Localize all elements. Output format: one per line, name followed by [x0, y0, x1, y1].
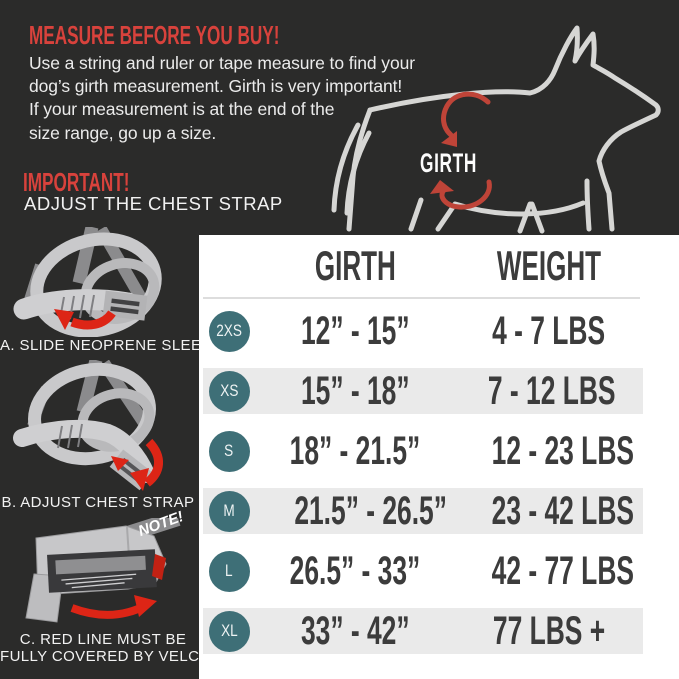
- fine-print-lines: [61, 573, 137, 589]
- cover-arrow: [70, 604, 140, 619]
- size-row-s: S 18” - 21.5” 12 - 23 LBS: [203, 421, 643, 481]
- size-badge: M: [208, 490, 250, 532]
- important-subtitle: ADJUST THE CHEST STRAP: [24, 193, 283, 214]
- measure-title: MEASURE BEFORE YOU BUY!: [29, 20, 280, 50]
- girth-cell: 21.5” - 26.5”: [294, 488, 447, 533]
- girth-cell: 12” - 15”: [300, 308, 410, 353]
- girth-cell: 15” - 18”: [300, 368, 410, 413]
- weight-cell: 7 - 12 LBS: [487, 368, 616, 413]
- girth-arrowhead-top: [441, 131, 457, 147]
- instructions-line: size range, go up a size.: [29, 122, 217, 143]
- step-c-label-line2: FULLY COVERED BY VELCRO: [0, 648, 223, 665]
- dog-outline-illustration: [331, 25, 661, 234]
- girth-cell: 18” - 21.5”: [289, 428, 421, 473]
- size-badge: S: [208, 430, 250, 472]
- size-chart-header: GIRTH WEIGHT: [203, 235, 643, 297]
- instructions-line: If your measurement is at the end of the: [29, 99, 335, 120]
- velcro-patch: [47, 549, 157, 593]
- important-title: IMPORTANT!: [23, 167, 130, 197]
- sleeve-pleats: [57, 423, 83, 449]
- girth-column-header: GIRTH: [314, 242, 396, 289]
- cover-arrowhead: [134, 595, 157, 617]
- chest-strap: [13, 419, 155, 483]
- size-badge: L: [208, 550, 250, 592]
- girth-cell: 26.5” - 33”: [289, 548, 421, 593]
- red-line-peek: [111, 456, 129, 471]
- size-row-xs: XS 15” - 18” 7 - 12 LBS: [203, 361, 643, 421]
- size-badge: 2XS: [208, 310, 250, 352]
- girth-measure-arrows: [430, 91, 492, 210]
- girth-arrow-top: [441, 91, 491, 138]
- size-row-xl: XL 33” - 42” 77 LBS +: [203, 601, 643, 661]
- weight-cell: 42 - 77 LBS: [491, 548, 634, 593]
- girth-arrow-bottom: [439, 179, 492, 210]
- instructions-line: dog’s girth measurement. Girth is very i…: [29, 76, 403, 97]
- weight-cell: 23 - 42 LBS: [491, 488, 634, 533]
- girth-arrowhead-bottom: [430, 180, 454, 194]
- size-badge: XL: [208, 610, 250, 652]
- slide-arrowhead: [54, 309, 74, 330]
- dog-body-outline: [331, 25, 661, 234]
- sleeve-pleats: [59, 294, 95, 320]
- size-row-m: M 21.5” - 26.5” 23 - 42 LBS: [203, 481, 643, 541]
- weight-cell: 4 - 7 LBS: [492, 308, 606, 353]
- adjust-arrow: [143, 438, 163, 487]
- harness-step-b-illustration: [13, 360, 163, 491]
- weight-cell: 77 LBS +: [492, 608, 606, 653]
- measure-instructions: Use a string and ruler or tape measure t…: [29, 52, 489, 145]
- slide-arrow: [70, 310, 116, 330]
- instructions-line: Use a string and ruler or tape measure t…: [29, 53, 415, 73]
- step-a-label: A. SLIDE NEOPRENE SLEEVE: [0, 337, 223, 354]
- harness-step-a-illustration: [13, 227, 162, 337]
- size-row-2xs: 2XS 12” - 15” 4 - 7 LBS: [203, 301, 643, 361]
- step-c-label-line1: C. RED LINE MUST BE: [19, 631, 187, 648]
- header-divider: [203, 297, 640, 299]
- size-chart-panel: GIRTH WEIGHT 2XS 12” - 15” 4 - 7 LBS XS …: [199, 235, 679, 679]
- red-line-marker: [152, 554, 166, 580]
- adjust-arrowhead: [130, 468, 149, 491]
- size-badge: XS: [208, 370, 250, 412]
- size-chart-body: 2XS 12” - 15” 4 - 7 LBS XS 15” - 18” 7 -…: [203, 301, 643, 661]
- girth-label: GIRTH: [419, 148, 477, 178]
- weight-cell: 12 - 23 LBS: [491, 428, 634, 473]
- chest-buckle: [102, 290, 148, 321]
- weight-column-header: WEIGHT: [496, 242, 602, 289]
- girth-cell: 33” - 42”: [300, 608, 410, 653]
- size-row-l: L 26.5” - 33” 42 - 77 LBS: [203, 541, 643, 601]
- harness-step-c-illustration: [25, 518, 181, 623]
- step-b-label: B. ADJUST CHEST STRAP: [1, 494, 195, 511]
